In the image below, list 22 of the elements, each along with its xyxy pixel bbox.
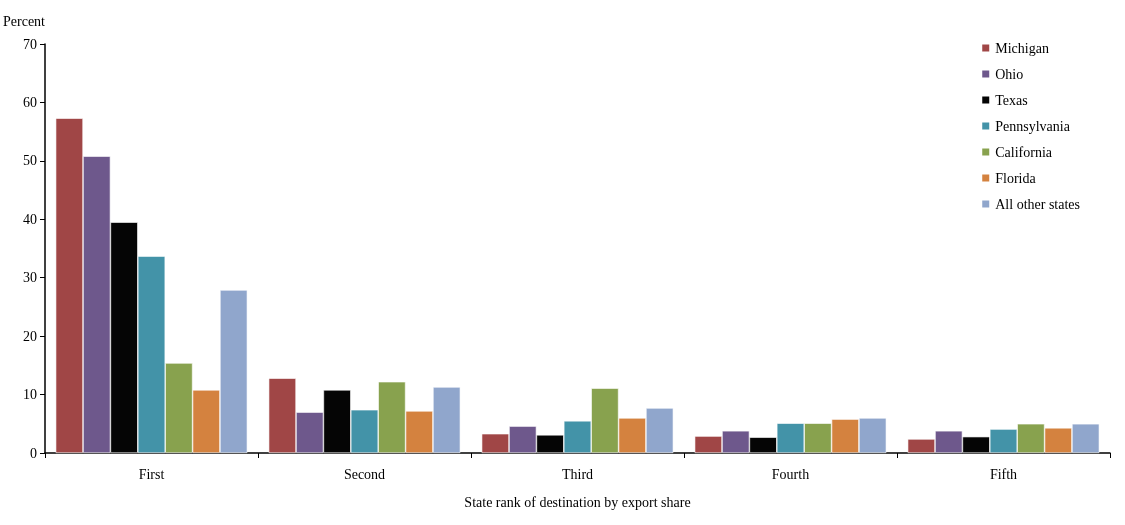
x-tick-label: Third bbox=[561, 466, 594, 482]
y-tick-label: 60 bbox=[23, 94, 37, 110]
legend-label: Michigan bbox=[995, 40, 1049, 56]
y-tick-label: 40 bbox=[23, 211, 37, 227]
y-tick-label: 0 bbox=[30, 445, 37, 461]
y-axis-title: Percent bbox=[3, 13, 46, 29]
y-tick-label: 10 bbox=[23, 387, 37, 403]
x-tick-label: Second bbox=[343, 466, 386, 482]
y-tick-label: 20 bbox=[23, 328, 37, 344]
legend-label: All other states bbox=[995, 196, 1081, 212]
legend-label: Pennsylvania bbox=[995, 118, 1071, 134]
legend-label: Texas bbox=[995, 92, 1028, 108]
x-tick-label: Fifth bbox=[989, 466, 1018, 482]
x-tick-label: First bbox=[138, 466, 165, 482]
x-tick-label: Fourth bbox=[771, 466, 810, 482]
legend-label: Ohio bbox=[995, 66, 1024, 82]
y-tick-label: 50 bbox=[23, 153, 37, 169]
y-tick-label: 70 bbox=[23, 36, 37, 52]
x-axis-title: State rank of destination by export share bbox=[464, 494, 691, 510]
legend-label: Florida bbox=[995, 170, 1037, 186]
legend-label: California bbox=[995, 144, 1053, 160]
y-tick-label: 30 bbox=[23, 270, 37, 286]
